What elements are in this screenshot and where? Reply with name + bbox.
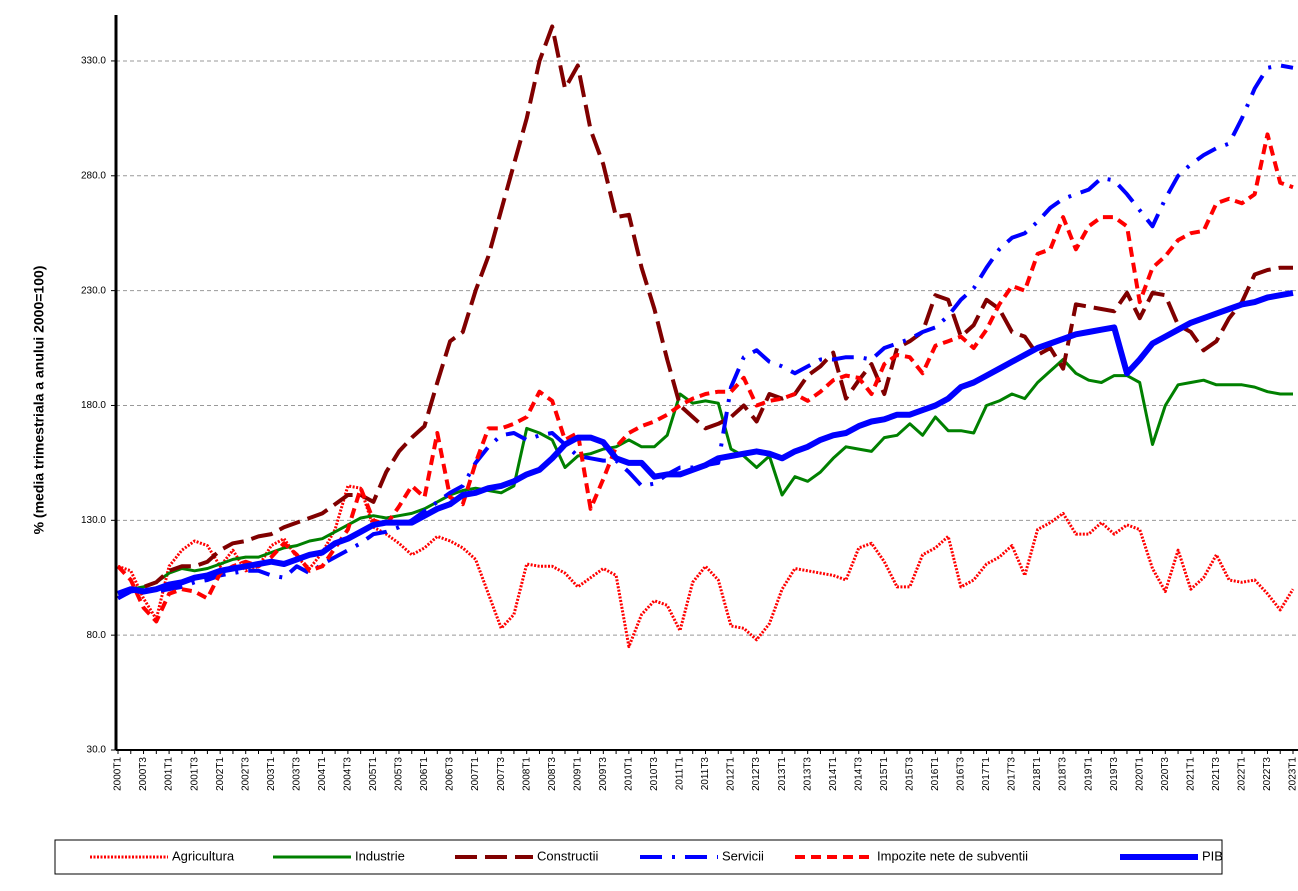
x-tick-label: 2006T1: [419, 757, 430, 791]
x-tick-label: 2001T1: [164, 757, 175, 791]
x-tick-label: 2012T3: [751, 757, 762, 791]
legend-label: Constructii: [537, 848, 599, 863]
x-tick-label: 2001T3: [189, 757, 200, 791]
x-tick-label: 2018T1: [1032, 757, 1043, 791]
y-tick-label: 330.0: [81, 56, 106, 67]
x-tick-label: 2002T1: [215, 757, 226, 791]
x-tick-label: 2013T3: [802, 757, 813, 791]
x-tick-label: 2000T3: [138, 757, 149, 791]
x-tick-label: 2015T1: [879, 757, 890, 791]
x-tick-label: 2012T1: [726, 757, 737, 791]
x-tick-label: 2007T3: [496, 757, 507, 791]
y-tick-label: 130.0: [81, 515, 106, 526]
x-tick-label: 2011T3: [700, 757, 711, 791]
x-tick-label: 2021T1: [1185, 757, 1196, 791]
y-tick-label: 280.0: [81, 170, 106, 181]
x-tick-label: 2019T3: [1109, 757, 1120, 791]
x-tick-label: 2022T3: [1262, 757, 1273, 791]
x-tick-label: 2023T1: [1288, 757, 1298, 791]
x-tick-label: 2008T1: [521, 757, 532, 791]
x-tick-label: 2017T3: [1007, 757, 1018, 791]
x-tick-label: 2009T1: [572, 757, 583, 791]
x-tick-label: 2010T3: [649, 757, 660, 791]
legend-label: PIB: [1202, 848, 1223, 863]
legend-label: Industrie: [355, 848, 405, 863]
series-line: [117, 358, 1293, 596]
x-tick-label: 2016T1: [930, 757, 941, 791]
x-tick-label: 2018T3: [1058, 757, 1069, 791]
legend-label: Impozite nete de subventii: [877, 848, 1028, 863]
x-tick-label: 2006T3: [445, 757, 456, 791]
x-tick-label: 2002T3: [240, 757, 251, 791]
x-tick-label: 2005T1: [368, 757, 379, 791]
x-tick-label: 2005T3: [394, 757, 405, 791]
series-line: [117, 484, 1295, 649]
x-tick-label: 2022T1: [1237, 757, 1248, 791]
x-tick-label: 2016T3: [956, 757, 967, 791]
y-tick-label: 180.0: [81, 400, 106, 411]
x-tick-label: 2007T1: [470, 757, 481, 791]
x-tick-label: 2017T1: [981, 757, 992, 791]
legend-label: Servicii: [722, 848, 764, 863]
x-tick-label: 2008T3: [547, 757, 558, 791]
x-tick-label: 2003T3: [291, 757, 302, 791]
x-tick-label: 2020T1: [1134, 757, 1145, 791]
x-tick-label: 2009T3: [598, 757, 609, 791]
x-tick-label: 2020T3: [1160, 757, 1171, 791]
x-tick-label: 2000T1: [113, 757, 124, 791]
x-tick-label: 2014T3: [853, 757, 864, 791]
series-line: [116, 24, 1293, 601]
x-tick-label: 2004T3: [343, 757, 354, 791]
legend-box: [54, 839, 1223, 875]
x-tick-label: 2004T1: [317, 757, 328, 791]
series-line: [116, 289, 1294, 597]
x-tick-label: 2011T1: [675, 757, 686, 791]
y-axis-label: % (media trimestriala a anului 2000=100): [31, 266, 47, 535]
x-tick-label: 2013T1: [777, 757, 788, 791]
x-tick-label: 2014T1: [828, 757, 839, 791]
series-line: [116, 132, 1294, 624]
x-tick-label: 2019T1: [1083, 757, 1094, 791]
x-tick-label: 2010T1: [624, 757, 635, 791]
x-tick-label: 2003T1: [266, 757, 277, 791]
y-tick-label: 30.0: [87, 745, 107, 756]
x-tick-label: 2015T3: [904, 757, 915, 791]
y-tick-label: 80.0: [87, 630, 107, 641]
y-tick-label: 230.0: [81, 285, 106, 296]
legend-label: Agricultura: [172, 848, 235, 863]
x-tick-label: 2021T3: [1211, 757, 1222, 791]
